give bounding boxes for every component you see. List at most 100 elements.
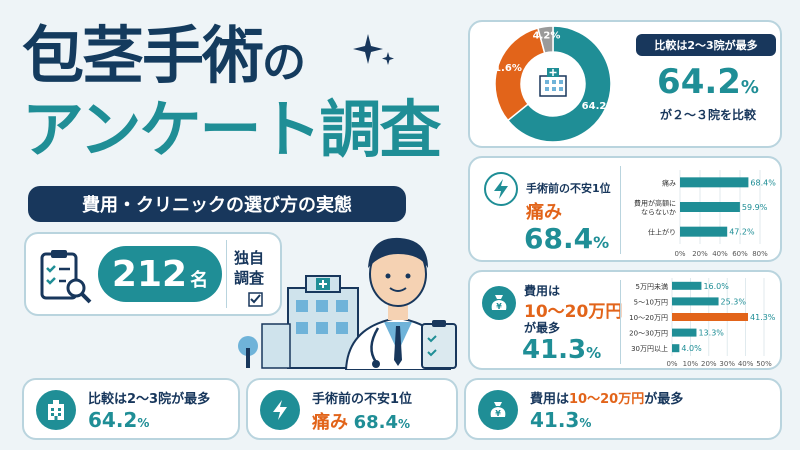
checkbox-icon: [248, 292, 263, 307]
category-label-0: 痛み: [662, 178, 676, 187]
anxiety-value: 68.4: [524, 222, 594, 255]
respondent-count: 212: [111, 253, 188, 295]
respondent-card: 212 名 独自調査: [24, 232, 282, 316]
cost-bar-chart: 0% 10% 20% 30% 40% 50% 5万円未満 16.0% 5～10万円 25.3% 10…: [629, 278, 776, 368]
bar-2: [680, 226, 728, 237]
bar-3: [672, 328, 697, 337]
pie-slice-2: [536, 25, 554, 55]
original-survey-label: 独自調査: [234, 249, 265, 287]
respondent-count-pill: 212 名: [98, 246, 222, 302]
page-title: 包茎手術の: [22, 22, 462, 97]
pie-label-2: 4.2%: [533, 30, 561, 41]
summary-anxiety-unit: %: [398, 417, 411, 431]
x-tick-label: 0%: [674, 250, 685, 258]
clinic-value: 64.2: [657, 62, 741, 102]
anxiety-unit: %: [593, 233, 610, 252]
x-tick-label: 20%: [692, 250, 708, 258]
clinic-value-wrap: 64.2%: [640, 62, 776, 102]
x-tick-label: 60%: [732, 250, 748, 258]
bar-value-label-0: 16.0%: [703, 282, 729, 291]
anxiety-panel: 手術前の不安1位 痛み 68.4% 0% 20% 40% 60% 80% 痛み 68.4% 費…: [468, 156, 782, 262]
cost-value-wrap: 41.3%: [522, 335, 601, 365]
category-label-1: 費用が高額に: [634, 199, 676, 208]
money-bag-icon: ¥: [478, 390, 518, 430]
summary-anxiety-value: 68.4: [353, 412, 398, 433]
pie-slice-1: [494, 27, 546, 122]
anxiety-value-wrap: 68.4%: [524, 222, 609, 255]
x-tick-label: 50%: [756, 360, 772, 368]
subtitle-text: 費用・クリニックの選び方の実態: [82, 195, 352, 216]
cost-line1: 費用は: [524, 284, 561, 298]
bar-0: [672, 281, 702, 290]
title-no: の: [262, 37, 306, 88]
bar-value-label-2: 41.3%: [750, 313, 776, 322]
clipboard-search-icon: [40, 250, 92, 304]
x-tick-label: 0%: [666, 360, 677, 368]
cost-line2: 10～20万円: [524, 302, 623, 322]
money-bag-icon: ¥: [482, 286, 516, 320]
summary-card-clinic: 比較は2～3院が最多 64.2%: [22, 378, 240, 440]
hospital-icon: [36, 390, 76, 430]
x-tick-label: 40%: [712, 250, 728, 258]
hospital-icon: [539, 68, 567, 97]
clinic-badge: 比較は2～3院が最多: [636, 34, 776, 56]
summary-anxiety-highlight: 痛み: [312, 412, 348, 433]
clinic-comparison-panel: 64.2% 31.6% 4.2% 比較は2～3院が最多 64.2% が２～３院を比較: [468, 20, 782, 148]
category-label-1: ならないか: [641, 209, 676, 217]
svg-text:¥: ¥: [495, 409, 501, 418]
summary-cost-unit: %: [579, 416, 592, 430]
svg-text:¥: ¥: [496, 302, 502, 311]
summary-anxiety-label: 手術前の不安1位: [312, 392, 413, 407]
x-tick-label: 30%: [719, 360, 735, 368]
bar-value-label-3: 13.3%: [698, 329, 724, 338]
anxiety-label: 手術前の不安1位: [526, 182, 611, 195]
category-label-4: 30万円以上: [631, 344, 668, 353]
bar-value-label-0: 68.4%: [750, 178, 776, 187]
summary-clinic-label: 比較は2～3院が最多: [88, 392, 211, 407]
title-line1: 包茎手術: [22, 19, 264, 92]
cost-unit: %: [586, 344, 602, 362]
bar-value-label-1: 59.9%: [742, 203, 768, 212]
title-line2: アンケート調査: [22, 93, 442, 166]
subtitle-banner: 費用・クリニックの選び方の実態: [28, 186, 406, 222]
sparkle-icon: [353, 34, 394, 65]
bar-value-label-2: 47.2%: [729, 228, 755, 237]
clinic-pie-chart: 64.2% 31.6% 4.2%: [487, 25, 616, 143]
x-tick-label: 10%: [683, 360, 699, 368]
pie-slice-0: [506, 25, 612, 143]
respondent-unit: 名: [190, 270, 209, 291]
clinic-badge-text: 比較は2～3院が最多: [654, 39, 758, 52]
summary-clinic-value: 64.2: [88, 408, 138, 432]
bar-value-label-1: 25.3%: [721, 297, 747, 306]
lightning-icon: [484, 172, 518, 206]
bar-value-label-4: 4.0%: [681, 344, 702, 353]
summary-cost-value: 41.3: [530, 408, 580, 432]
summary-cost-pre: 費用は: [530, 392, 570, 407]
cost-line3: が最多: [524, 321, 561, 335]
cost-panel: ¥ 費用は 10～20万円 が最多 41.3% 0% 10% 20% 30% 40% 50…: [468, 270, 782, 370]
category-label-3: 20～30万円: [629, 330, 668, 338]
category-label-2: 仕上がり: [648, 228, 676, 237]
anxiety-highlight: 痛み: [526, 202, 562, 223]
category-label-2: 10～20万円: [629, 314, 668, 322]
summary-anxiety-wrap: 痛み 68.4%: [312, 408, 410, 434]
category-label-1: 5～10万円: [634, 298, 668, 306]
bar-0: [680, 177, 749, 188]
summary-cost-value-wrap: 41.3%: [530, 408, 591, 432]
cost-value: 41.3: [522, 335, 587, 365]
summary-cost-highlight: 10～20万円: [569, 392, 645, 407]
bar-1: [672, 297, 719, 306]
summary-clinic-unit: %: [137, 416, 150, 430]
summary-cost-post: が最多: [644, 392, 684, 407]
doctor-illustration: [238, 237, 457, 370]
bar-1: [680, 202, 740, 212]
summary-clinic-value-wrap: 64.2%: [88, 408, 149, 432]
bar-2: [672, 313, 748, 321]
category-label-0: 5万円未満: [636, 282, 668, 291]
lightning-icon: [260, 390, 300, 430]
x-tick-label: 40%: [738, 360, 754, 368]
clinic-unit: %: [740, 77, 759, 98]
x-tick-label: 20%: [701, 360, 717, 368]
summary-cost-label: 費用は10～20万円が最多: [530, 388, 683, 407]
